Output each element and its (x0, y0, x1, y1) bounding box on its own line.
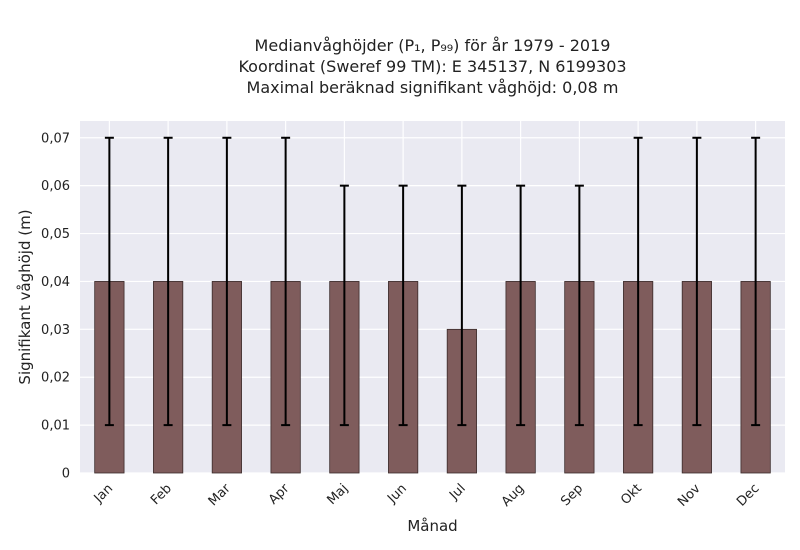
error-bar-dec (751, 136, 761, 427)
plot-area (80, 121, 785, 473)
x-tick-label: Nov (675, 481, 704, 510)
x-axis-label: Månad (407, 517, 457, 535)
error-bar-jul (457, 184, 467, 427)
error-bar-aug (516, 184, 526, 427)
y-tick-label: 0,02 (41, 371, 70, 386)
error-bar-jan (104, 136, 114, 427)
y-axis-label: Signifikant våghöjd (m) (16, 209, 34, 384)
x-tick-label: Okt (618, 481, 645, 508)
y-tick-label: 0 (62, 467, 70, 482)
y-tick-label: 0,01 (41, 419, 70, 434)
x-tick-label: Maj (324, 481, 351, 508)
x-tick-label: Jul (446, 481, 468, 503)
chart-title-line-1: Medianvåghöjder (P₁, P₉₉) för år 1979 - … (254, 36, 611, 55)
error-bar-okt (633, 136, 643, 427)
x-tick-label: Feb (148, 481, 175, 508)
y-tick-label: 0,07 (41, 131, 70, 146)
x-tick-label: Aug (499, 481, 528, 510)
y-tick-label: 0,06 (41, 179, 70, 194)
chart-title-line-2: Koordinat (Sweref 99 TM): E 345137, N 61… (238, 57, 627, 76)
x-tick-labels: Jan Feb Mar Apr Maj Jun Jul Aug Sep Okt Nov Dec (91, 481, 763, 510)
error-bar-nov (692, 136, 702, 427)
x-tick-label: Sep (558, 481, 586, 509)
error-bar-feb (163, 136, 173, 427)
error-bar-sep (574, 184, 584, 427)
error-bar-mar (222, 136, 232, 427)
chart-title-line-3: Maximal beräknad signifikant våghöjd: 0,… (246, 78, 619, 97)
x-tick-label: Jan (91, 481, 116, 506)
error-bars (104, 136, 761, 427)
y-tick-label: 0,04 (41, 275, 70, 290)
y-tick-label: 0,03 (41, 323, 70, 338)
y-tick-labels: 0 0,01 0,02 0,03 0,04 0,05 0,06 0,07 (41, 131, 70, 481)
error-bar-apr (281, 136, 291, 427)
error-bar-jun (398, 184, 408, 427)
x-tick-label: Apr (266, 481, 293, 508)
error-bar-maj (339, 184, 349, 427)
x-tick-label: Dec (734, 481, 762, 509)
y-tick-label: 0,05 (41, 227, 70, 242)
x-tick-label: Jun (384, 481, 410, 507)
chart-title: Medianvåghöjder (P₁, P₉₉) för år 1979 - … (80, 35, 785, 98)
x-tick-label: Mar (206, 481, 234, 509)
